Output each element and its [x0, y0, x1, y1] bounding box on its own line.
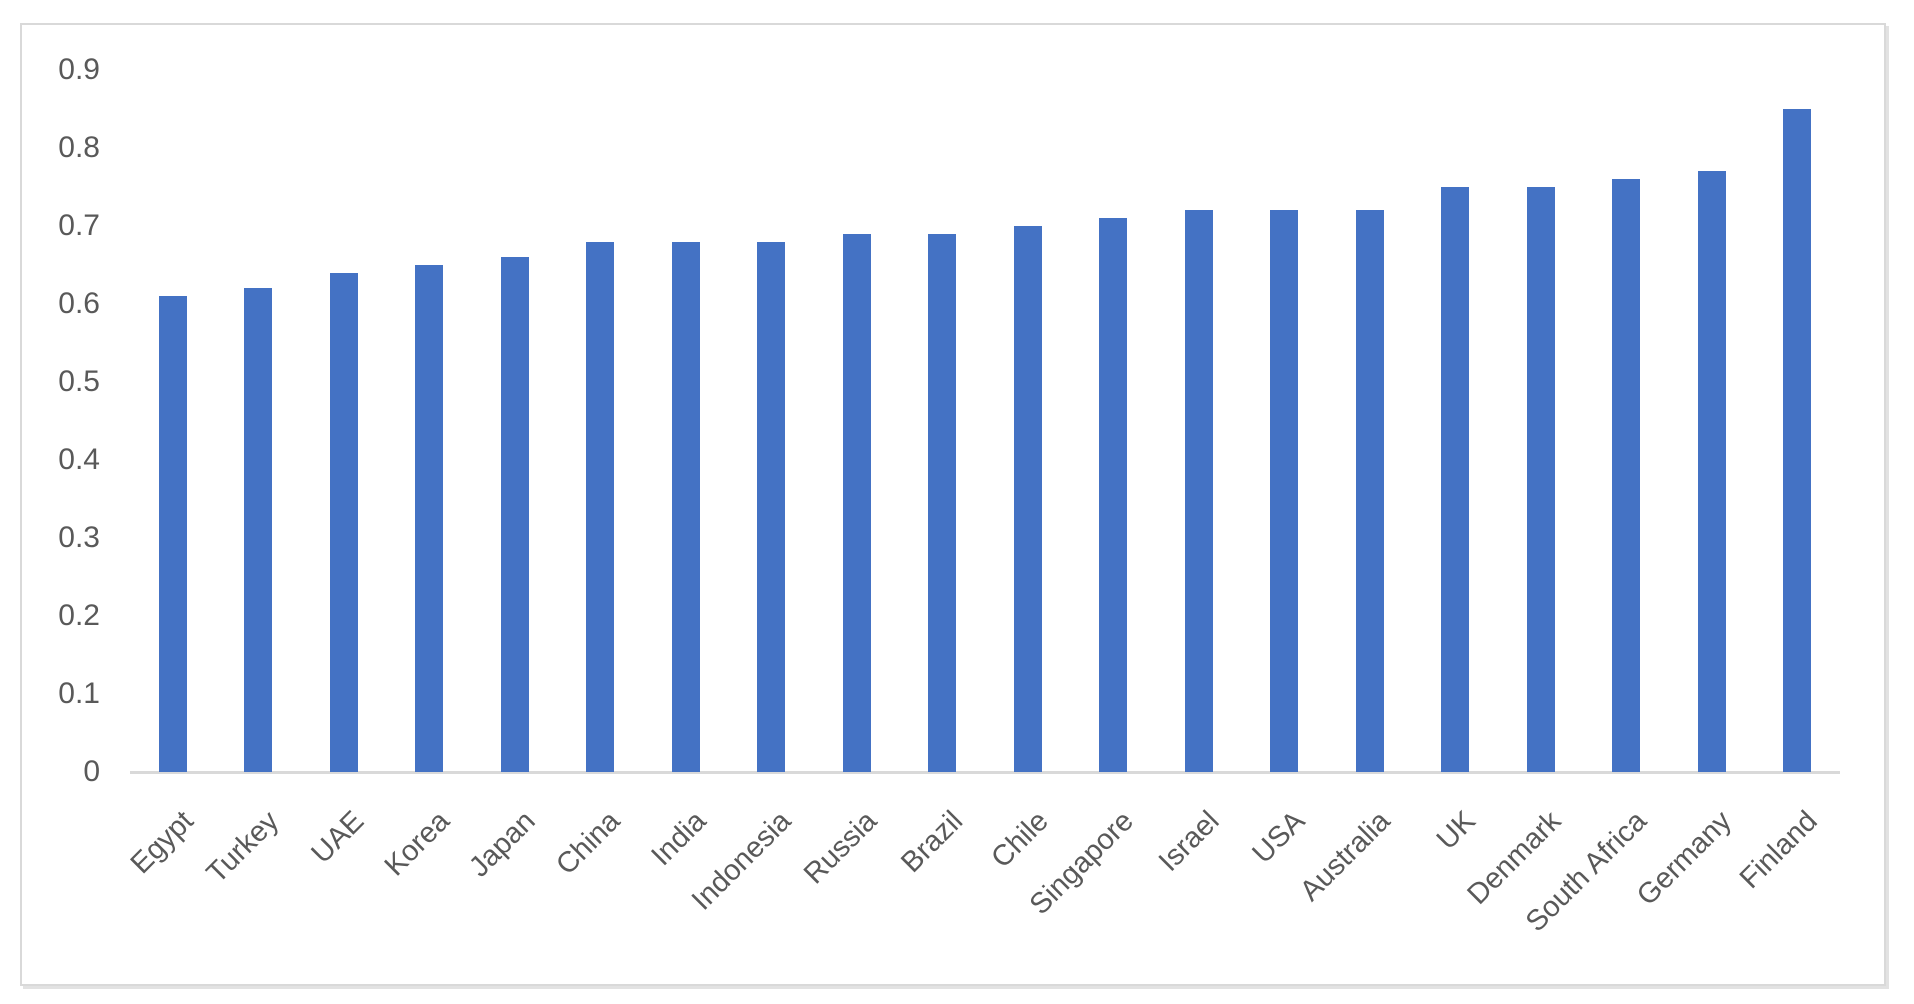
y-tick-label: 0.1	[58, 677, 100, 710]
bar-germany	[1697, 171, 1726, 772]
bar-uae	[329, 272, 358, 772]
bar-singapore	[1099, 218, 1128, 772]
bar-finland	[1783, 109, 1812, 772]
y-tick-label: 0.6	[58, 287, 100, 320]
bar-india	[671, 241, 700, 772]
bar-russia	[842, 233, 871, 772]
y-tick-label: 0.8	[58, 131, 100, 164]
y-tick-label: 0.5	[58, 365, 100, 398]
chart-frame: 0 0.1 0.2 0.3 0.4 0.5 0.6 0.7 0.8 0.9 Egypt Turkey…	[20, 23, 1886, 986]
plot-area	[130, 70, 1840, 774]
bar-turkey	[244, 288, 273, 772]
bar-chile	[1013, 226, 1042, 772]
y-tick-label: 0.9	[58, 53, 100, 86]
bar-uk	[1441, 187, 1470, 772]
bar-usa	[1270, 210, 1299, 772]
bar-denmark	[1526, 187, 1555, 772]
y-tick-label: 0	[83, 755, 100, 788]
bar-south-africa	[1612, 179, 1641, 772]
bar-brazil	[928, 233, 957, 772]
bar-korea	[415, 265, 444, 772]
bar-china	[586, 241, 615, 772]
y-tick-label: 0.7	[58, 209, 100, 242]
bar-egypt	[158, 296, 187, 772]
bar-israel	[1184, 210, 1213, 772]
y-tick-label: 0.4	[58, 443, 100, 476]
y-tick-label: 0.3	[58, 521, 100, 554]
bar-indonesia	[757, 241, 786, 772]
bar-australia	[1355, 210, 1384, 772]
bar-japan	[500, 257, 529, 772]
y-tick-label: 0.2	[58, 599, 100, 632]
x-axis-line	[130, 771, 1840, 774]
